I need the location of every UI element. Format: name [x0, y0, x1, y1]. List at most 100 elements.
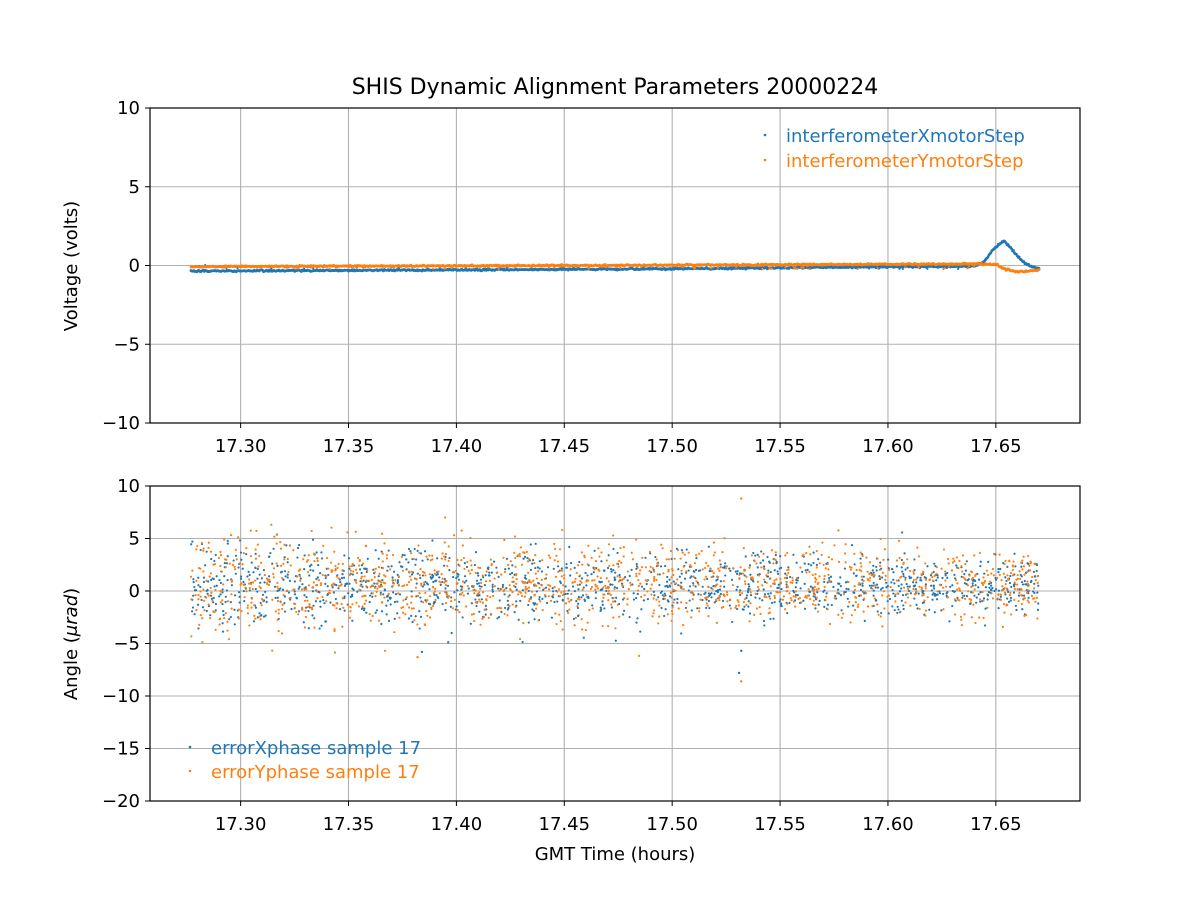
- data-point: [279, 541, 282, 544]
- data-point: [533, 562, 536, 565]
- data-point: [447, 264, 450, 267]
- data-point: [816, 582, 819, 586]
- data-point: [396, 592, 400, 595]
- data-point: [484, 613, 487, 616]
- data-point: [975, 596, 978, 599]
- data-point: [792, 600, 795, 603]
- data-point: [327, 567, 330, 570]
- data-point: [683, 553, 686, 556]
- data-point: [1034, 579, 1037, 582]
- data-point: [789, 581, 792, 584]
- data-point: [815, 596, 818, 600]
- data-point: [687, 551, 690, 554]
- data-point: [390, 565, 393, 568]
- data-point: [987, 560, 990, 563]
- data-point: [485, 570, 488, 573]
- data-point: [296, 546, 300, 550]
- data-point: [931, 593, 934, 596]
- data-point: [330, 526, 333, 529]
- data-point: [381, 579, 384, 582]
- data-point: [935, 572, 938, 575]
- data-point: [844, 561, 847, 564]
- data-point: [785, 576, 789, 580]
- data-point: [716, 588, 720, 592]
- data-point: [958, 589, 962, 592]
- data-point: [598, 569, 601, 572]
- data-point: [490, 571, 493, 574]
- data-point: [363, 575, 366, 578]
- data-point: [538, 586, 541, 589]
- data-point: [784, 572, 787, 575]
- data-point: [868, 576, 872, 579]
- data-point: [477, 574, 480, 577]
- data-point: [779, 604, 783, 607]
- data-point: [1015, 608, 1018, 612]
- data-point: [356, 571, 359, 575]
- data-point: [200, 541, 204, 545]
- data-point: [710, 592, 713, 595]
- data-point: [279, 571, 283, 574]
- data-point: [362, 609, 366, 612]
- data-point: [433, 572, 436, 575]
- data-point: [761, 584, 764, 587]
- data-point: [412, 557, 415, 561]
- data-point: [915, 581, 918, 584]
- data-point: [859, 588, 863, 592]
- data-point: [247, 570, 250, 573]
- data-point: [607, 599, 610, 602]
- data-point: [545, 601, 549, 605]
- data-point: [965, 560, 968, 563]
- data-point: [882, 590, 886, 593]
- data-point: [382, 593, 385, 596]
- data-point: [405, 558, 408, 561]
- data-point: [1010, 247, 1014, 251]
- data-point: [265, 577, 269, 581]
- x-tick-label: 17.65: [970, 814, 1022, 835]
- data-point: [373, 571, 377, 574]
- data-point: [814, 573, 817, 576]
- data-point: [770, 601, 774, 604]
- data-point: [246, 575, 249, 578]
- x-tick-label: 17.40: [431, 436, 483, 457]
- data-point: [450, 596, 453, 599]
- data-point: [228, 562, 231, 565]
- data-point: [511, 603, 514, 606]
- data-point: [757, 555, 761, 558]
- data-point: [766, 555, 769, 559]
- data-point: [256, 577, 259, 580]
- data-point: [546, 566, 550, 569]
- data-point: [425, 609, 428, 613]
- data-point: [391, 578, 394, 581]
- data-point: [991, 597, 995, 600]
- data-point: [1036, 608, 1040, 612]
- data-point: [556, 560, 560, 563]
- data-point: [197, 584, 200, 587]
- data-point: [646, 590, 649, 593]
- data-point: [721, 599, 725, 603]
- data-point: [659, 591, 662, 594]
- data-point: [780, 602, 783, 605]
- data-point: [887, 612, 890, 615]
- data-point: [936, 576, 939, 579]
- data-point: [195, 548, 198, 551]
- data-point: [651, 615, 654, 618]
- data-point: [554, 575, 558, 578]
- data-point: [484, 574, 487, 577]
- data-point: [254, 587, 257, 591]
- data-point: [933, 574, 936, 577]
- data-point: [608, 564, 611, 568]
- data-point: [737, 600, 740, 603]
- data-point: [209, 616, 212, 620]
- data-point: [421, 559, 424, 562]
- data-point: [635, 562, 638, 566]
- data-point: [207, 541, 210, 544]
- data-point: [226, 600, 230, 603]
- data-point: [926, 267, 929, 270]
- data-point: [902, 604, 905, 607]
- data-point: [221, 588, 224, 591]
- data-point: [749, 591, 752, 594]
- data-point: [1026, 589, 1029, 592]
- data-point: [283, 610, 287, 613]
- data-point: [830, 603, 833, 607]
- data-point: [1037, 584, 1040, 587]
